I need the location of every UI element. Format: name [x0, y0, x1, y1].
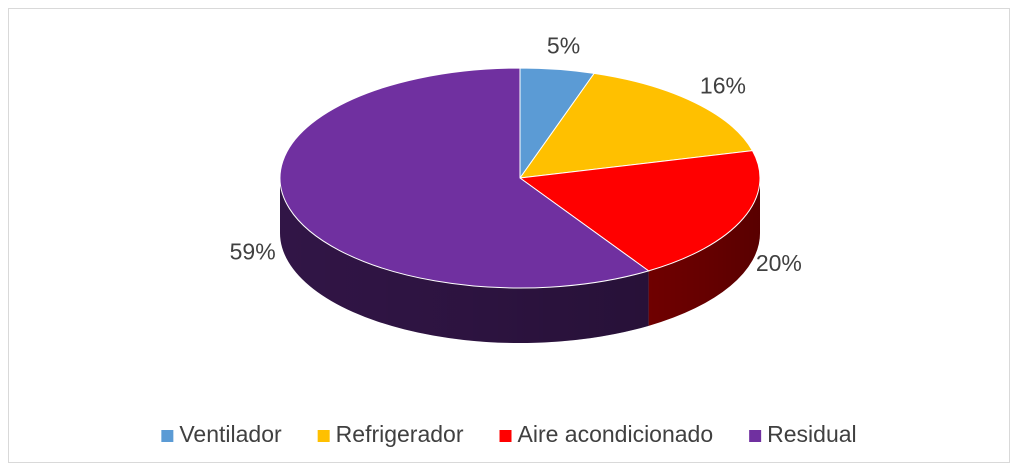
pie-side-shade: [280, 178, 649, 344]
legend: Ventilador Refrigerador Aire acondicionado…: [161, 421, 857, 447]
legend-swatch: [749, 430, 762, 442]
legend-swatch: [161, 430, 174, 442]
legend-label: Refrigerador: [336, 421, 464, 447]
legend-label: Aire acondicionado: [518, 421, 714, 447]
pie-slice: [279, 67, 650, 289]
legend-label: Residual: [767, 421, 857, 447]
pie-side-shade: [648, 178, 760, 326]
legend-swatch: [499, 430, 512, 442]
legend-label: Ventilador: [179, 421, 282, 447]
pie-slice: [518, 72, 754, 179]
data-label: 59%: [230, 238, 276, 264]
pie-slice: [518, 150, 761, 272]
legend-swatch: [317, 430, 330, 442]
data-label: 16%: [700, 73, 746, 99]
data-label: 5%: [547, 33, 580, 59]
data-label: 20%: [756, 250, 802, 276]
